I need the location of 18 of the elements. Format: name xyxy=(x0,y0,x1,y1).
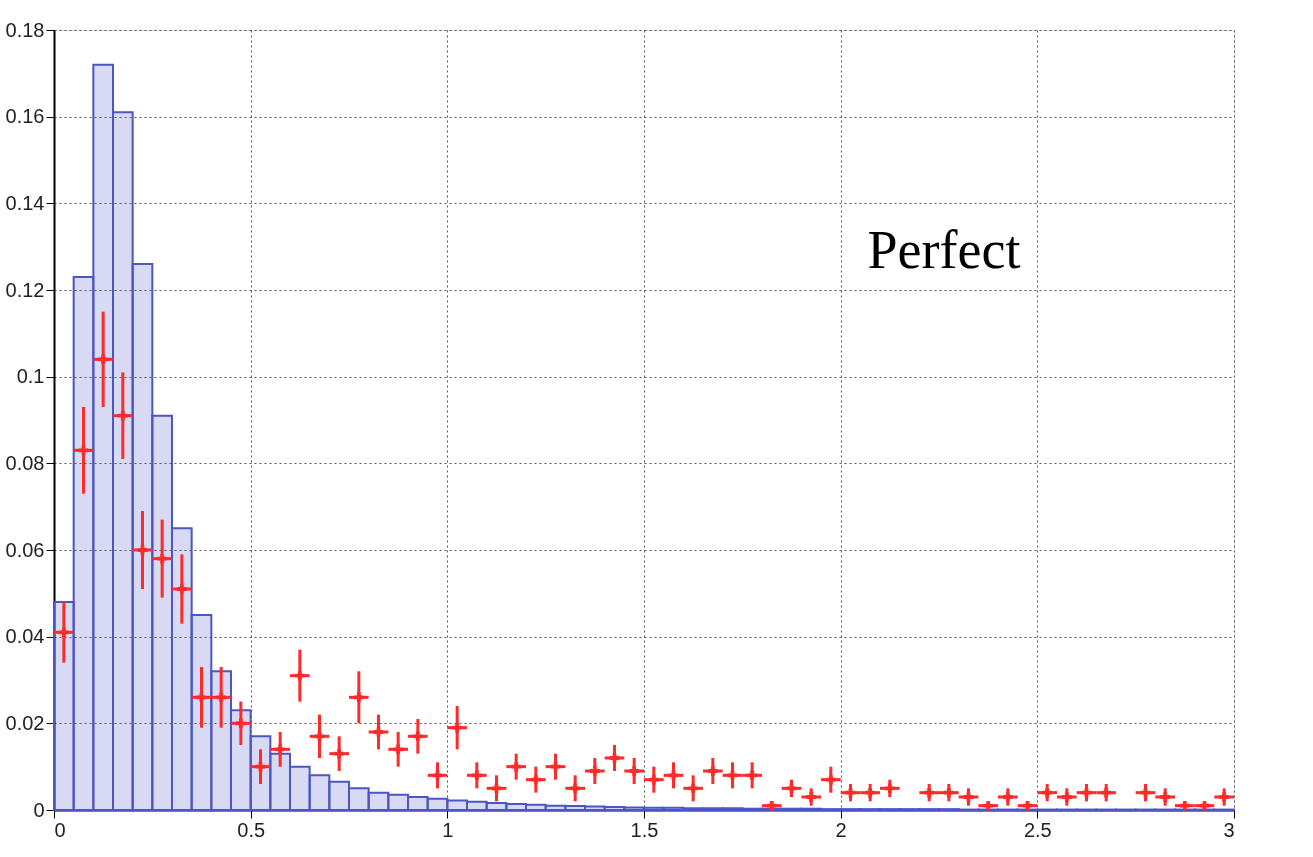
y-tick-label: 0.16 xyxy=(5,105,45,128)
y-tick-label: 0.18 xyxy=(5,18,45,41)
x-tick-label: 1 xyxy=(442,818,454,841)
x-tick-label: 0.5 xyxy=(237,818,266,841)
x-tick-label: 3 xyxy=(1223,818,1235,841)
y-tick-label: 0.06 xyxy=(5,538,45,561)
y-tick-label: 0.14 xyxy=(5,191,45,214)
x-tick-label: 0 xyxy=(54,818,66,841)
y-tick-label: 0.04 xyxy=(5,625,45,648)
y-tick-label: 0.1 xyxy=(16,365,45,388)
x-tick-label: 2.5 xyxy=(1023,818,1052,841)
x-tick-label: 1.5 xyxy=(630,818,659,841)
y-tick-label: 0 xyxy=(33,798,45,821)
x-tick-label: 2 xyxy=(835,818,847,841)
y-tick-label: 0.08 xyxy=(5,451,45,474)
y-tick-label: 0.02 xyxy=(5,711,45,734)
y-tick-label: 0.12 xyxy=(5,278,45,301)
annotation: Perfect xyxy=(867,220,1021,280)
